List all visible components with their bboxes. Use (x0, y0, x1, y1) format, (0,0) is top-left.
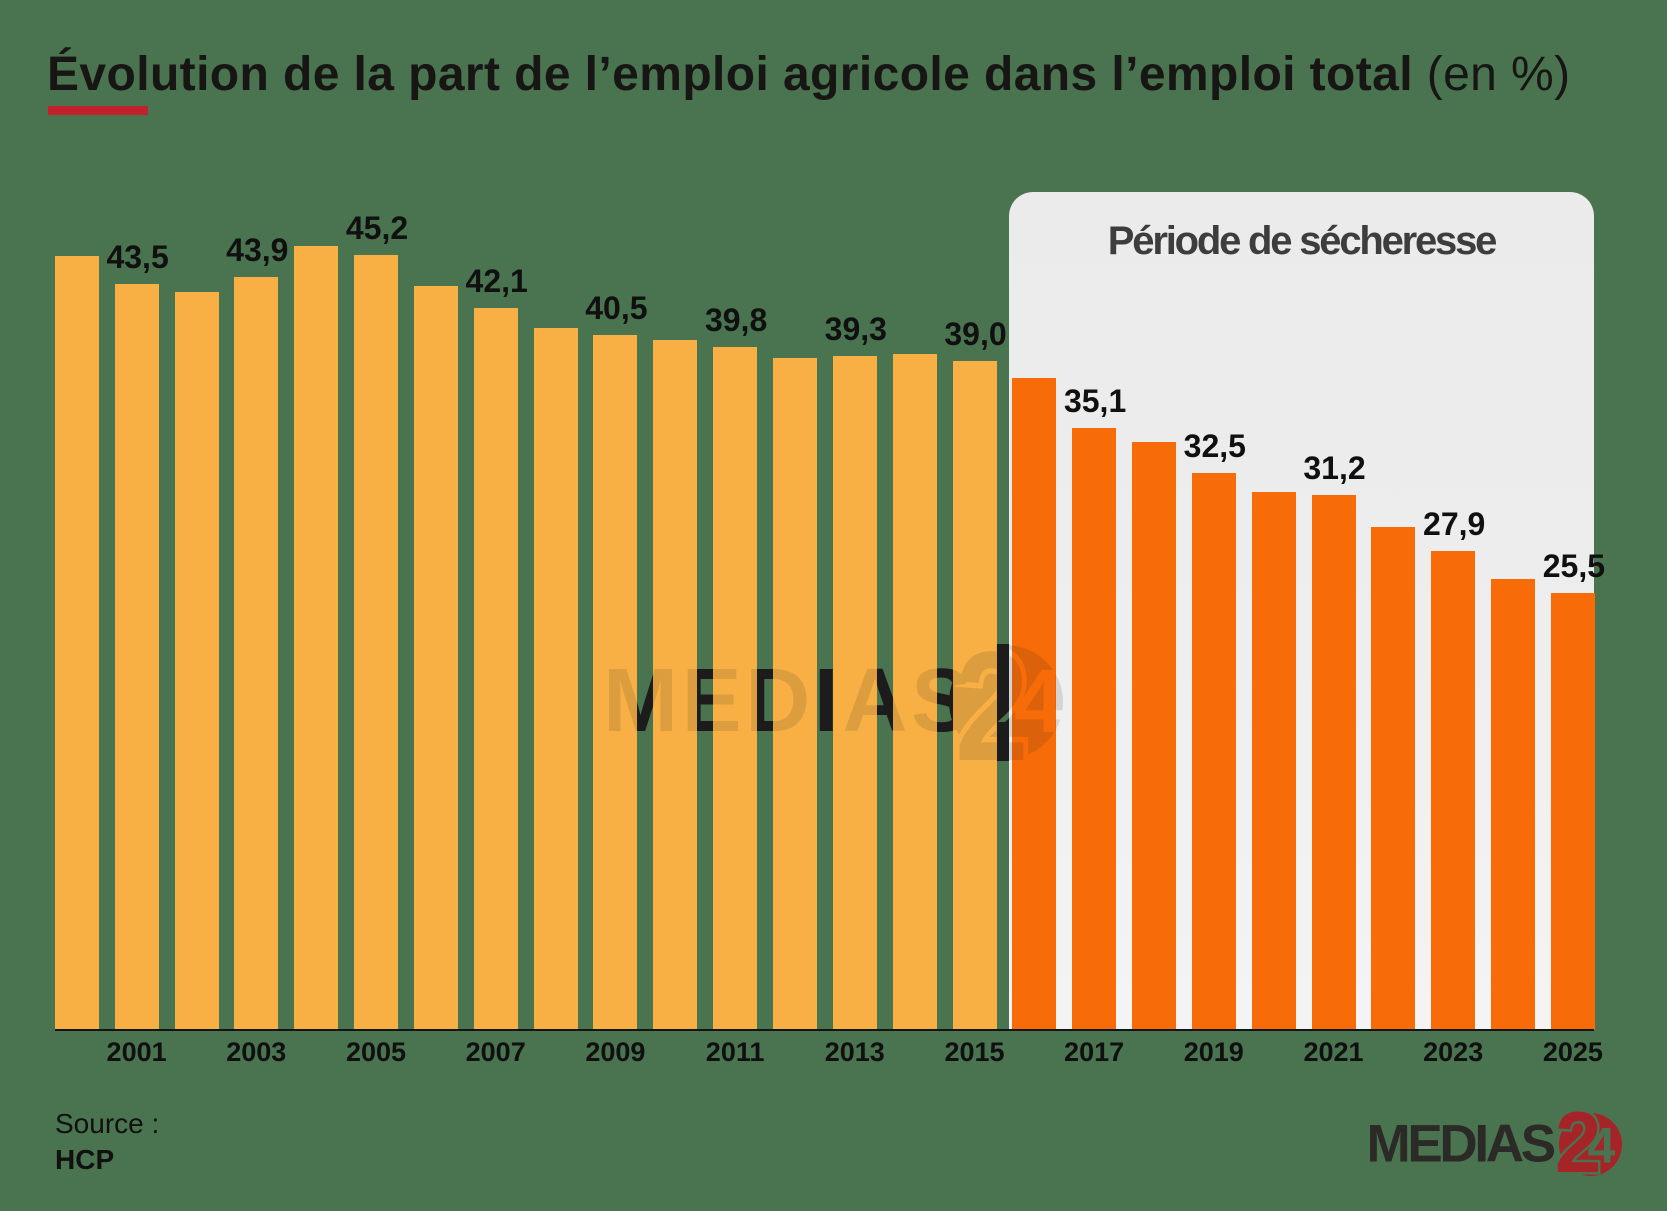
svg-text:2: 2 (1555, 1094, 1601, 1190)
svg-text:MEDIAS: MEDIAS (1367, 1115, 1555, 1174)
svg-text:MEDIAS: MEDIAS (603, 651, 975, 751)
svg-text:2: 2 (955, 620, 1029, 793)
